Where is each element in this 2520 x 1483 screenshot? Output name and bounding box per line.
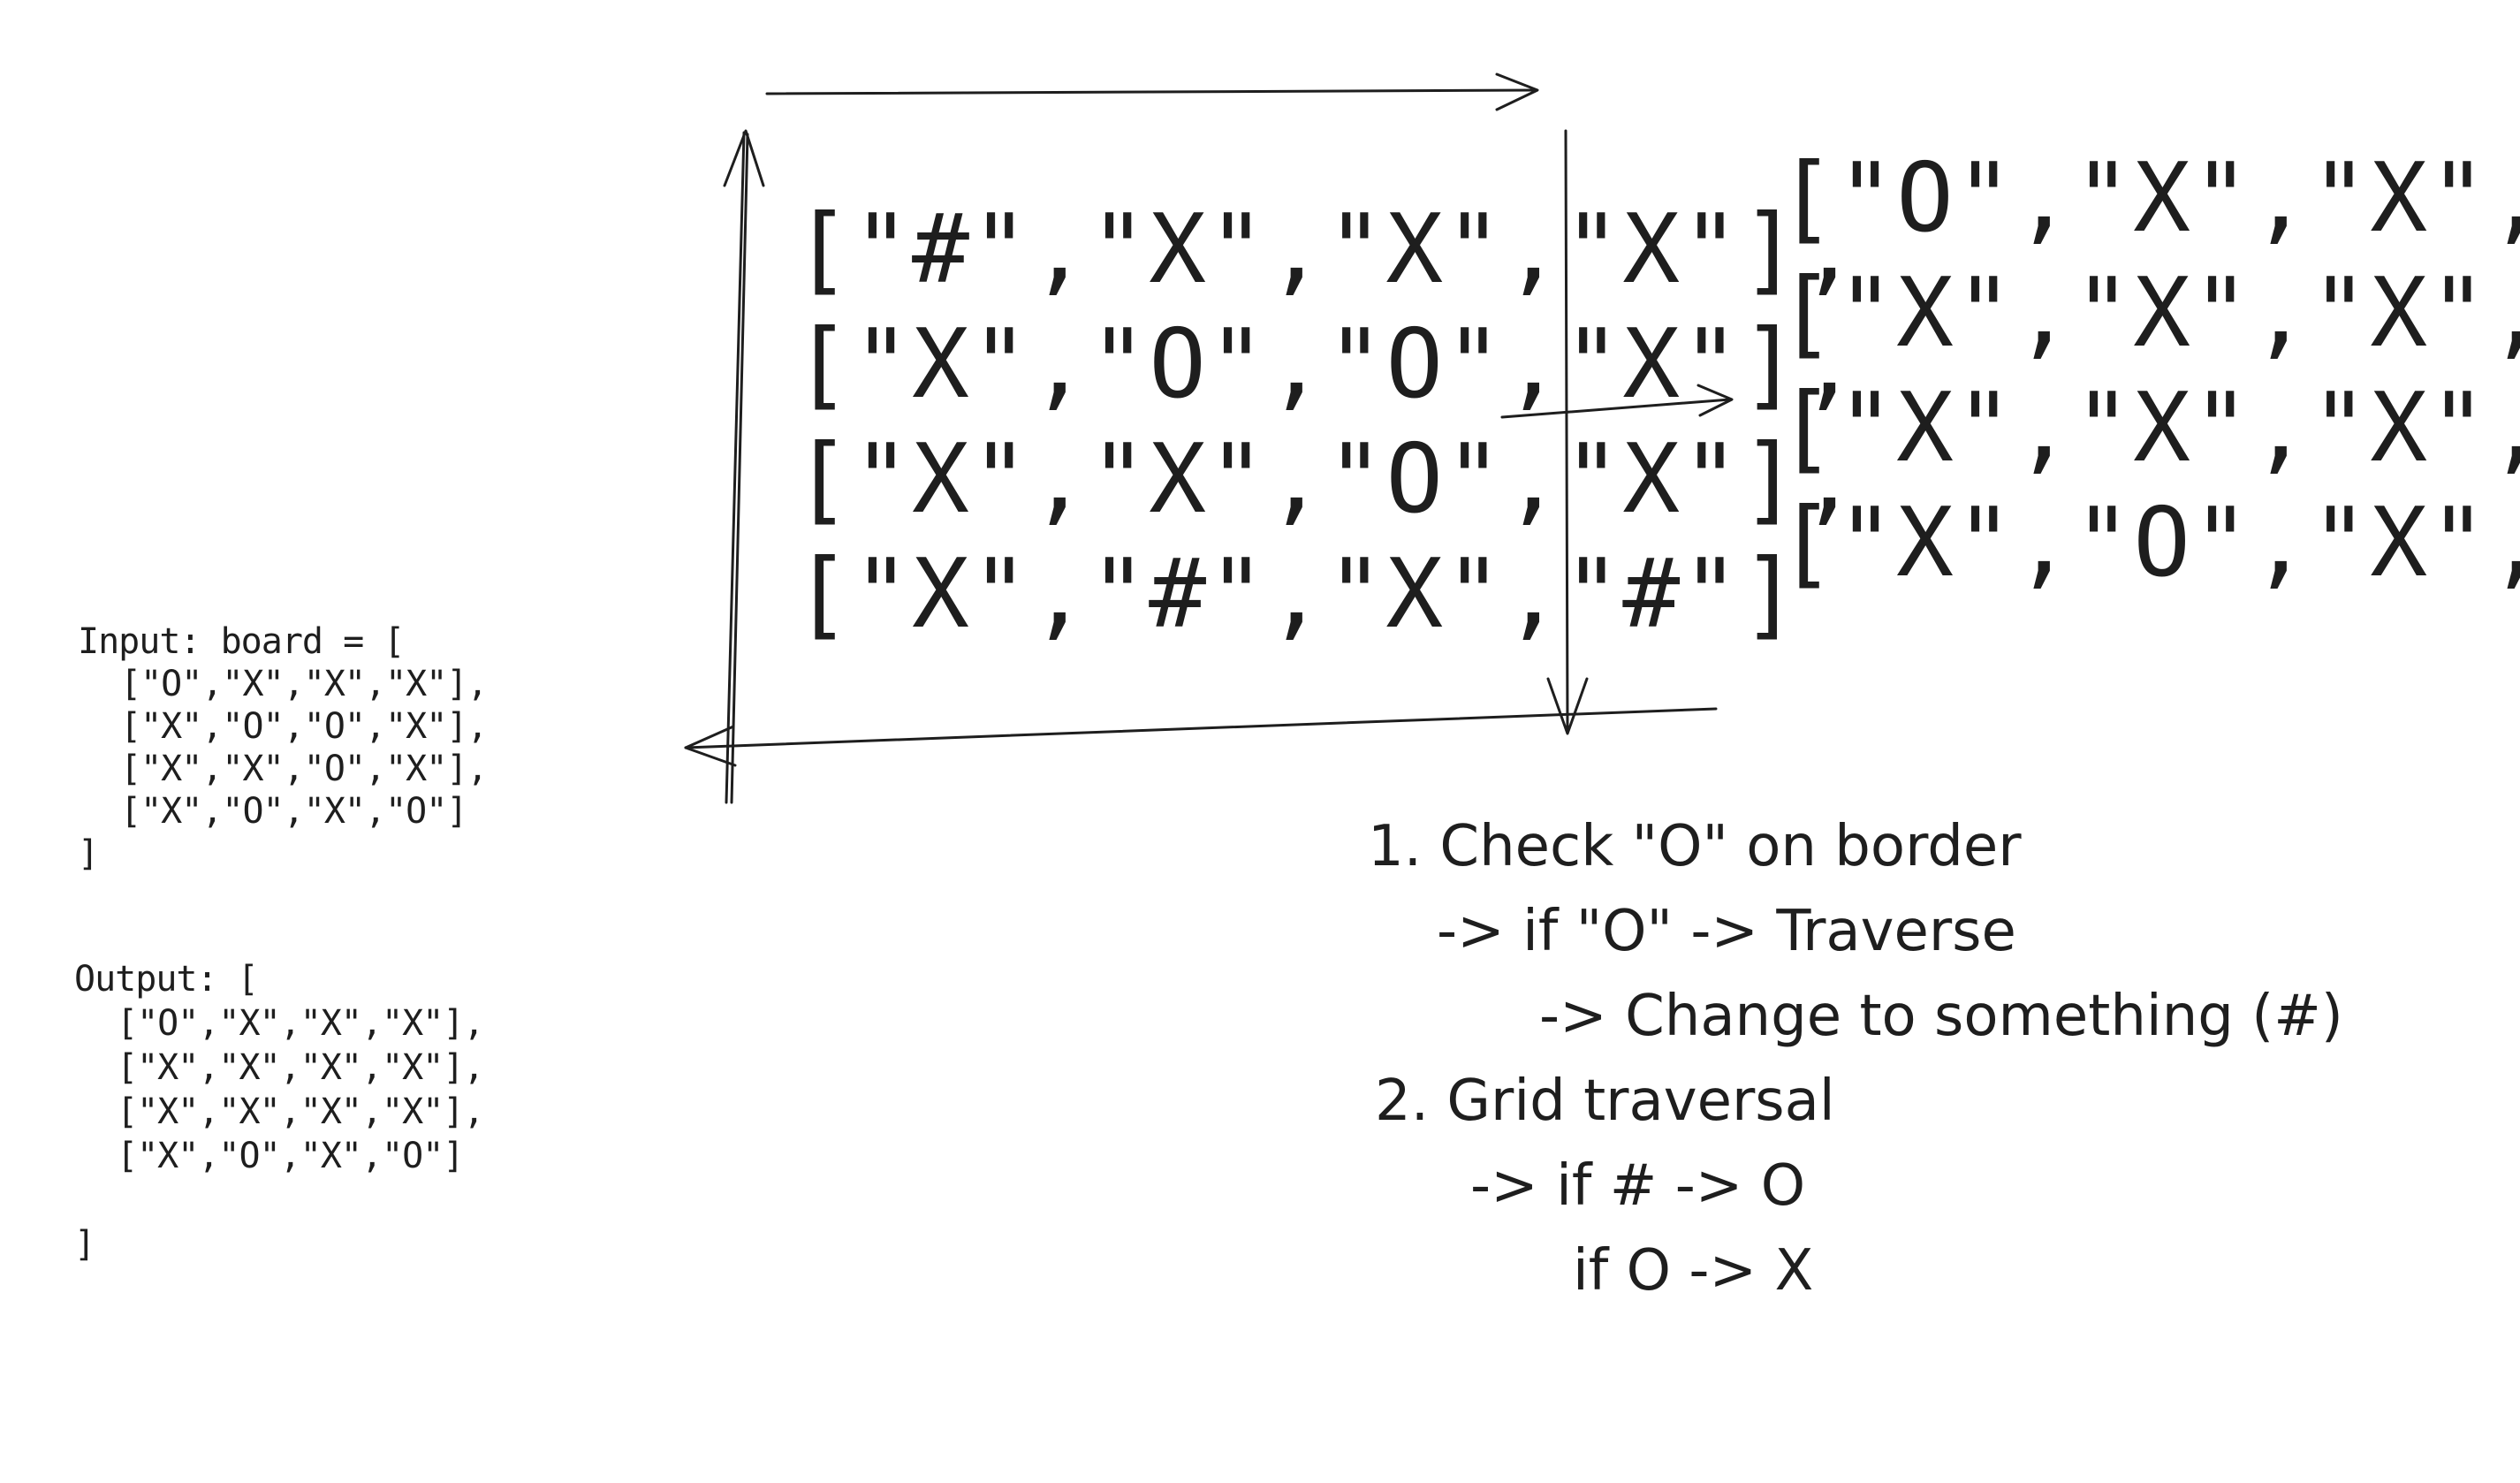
algorithm-steps: 1. Check "O" on border -> if "O" -> Trav… (1368, 804, 2343, 1483)
input-row: ["O","X","X","X"], (120, 664, 488, 704)
input-row: ["X","O","X","O"] (120, 791, 467, 832)
marked-grid-row: ["X","X","O","X"], (793, 424, 1860, 535)
result-grid-row: ["X","X","X","X"], (1778, 258, 2520, 369)
step-line: -> Change to something (#) (1539, 984, 2343, 1049)
result-grid-row: ["X","O","X","O"] (1778, 488, 2520, 598)
input-closing-bracket: ] (78, 833, 99, 874)
result-grid-row: ["O","X","X","X"], (1778, 143, 2520, 254)
result-grid-row: ["X","X","X","X"], (1778, 373, 2520, 483)
result-grid: ["O","X","X","X"], ["X","X","X","X"], ["… (1778, 141, 2520, 831)
top-traversal-arrow (765, 72, 1539, 111)
input-header: Input: board = [ (78, 621, 405, 662)
bottom-traversal-arrow (684, 707, 1718, 767)
output-row: ["X","X","X","X"], (117, 1047, 484, 1088)
output-closing-bracket: ] (74, 1224, 95, 1265)
traversal-arrows (684, 72, 1734, 804)
marked-grid-row: ["#","X","X","X"], (793, 194, 1860, 305)
output-row: ["X","X","X","X"], (117, 1091, 484, 1132)
marked-grid-row: ["X","O","O","X"], (793, 309, 1860, 420)
input-row: ["X","O","O","X"], (120, 706, 488, 747)
right-traversal-arrow (1546, 129, 1589, 735)
output-row: ["O","X","X","X"], (117, 1003, 484, 1044)
marked-grid: ["#","X","X","X"], ["X","O","O","X"], ["… (793, 193, 1857, 882)
step-line: 1. Check "O" on border (1368, 814, 2022, 879)
output-block: Output: [ ["O","X","X","X"], ["X","X","X… (74, 958, 484, 1297)
whiteboard-canvas: Input: board = [ ["O","X","X","X"], ["X"… (74, 72, 2520, 1304)
output-header: Output: [ (74, 959, 259, 1000)
output-row: ["X","O","X","O"] (117, 1136, 464, 1176)
input-row: ["X","X","O","X"], (120, 749, 488, 789)
transform-arrow (1500, 384, 1734, 419)
step-line: -> if "O" -> Traverse (1437, 899, 2016, 964)
step-line: if O -> X (1573, 1238, 1814, 1304)
left-traversal-arrow (723, 129, 765, 804)
input-block: Input: board = [ ["O","X","X","X"], ["X"… (78, 620, 488, 960)
step-line: 2. Grid traversal (1375, 1069, 1835, 1134)
step-line: -> if # -> O (1470, 1153, 1806, 1219)
marked-grid-row: ["X","#","X","#"] (793, 539, 1801, 650)
